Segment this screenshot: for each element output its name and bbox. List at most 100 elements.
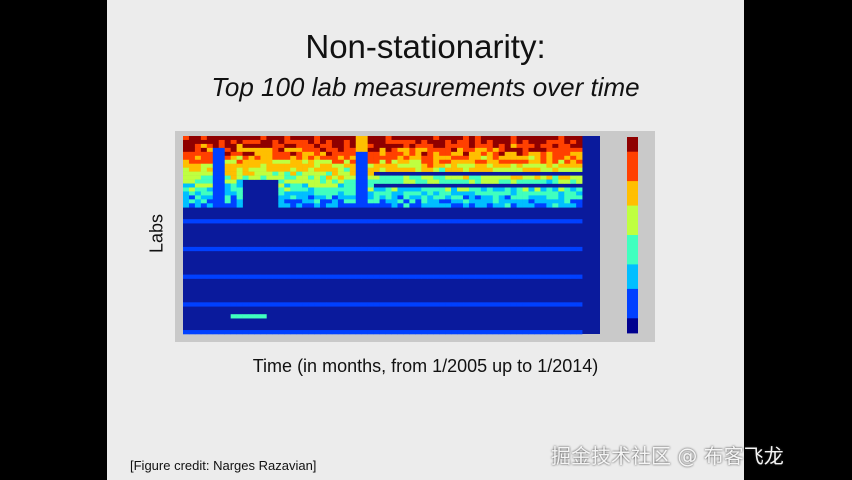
heatmap-cell xyxy=(278,191,285,196)
heatmap-cell xyxy=(361,183,368,188)
heatmap-cell xyxy=(183,171,190,176)
heatmap-cell xyxy=(230,175,237,180)
heatmap-cell xyxy=(218,167,225,172)
heatmap-cell xyxy=(355,219,363,224)
heatmap-cell xyxy=(433,175,440,180)
heatmap-cell xyxy=(325,330,333,335)
heatmap-cell xyxy=(558,195,565,200)
heatmap-cell xyxy=(468,219,476,224)
heatmap-cell xyxy=(188,302,196,307)
heatmap-cell xyxy=(212,143,220,149)
heatmap-cell xyxy=(510,195,517,200)
heatmap-cell xyxy=(212,219,220,224)
heatmap-cell xyxy=(457,136,464,141)
heatmap-cell xyxy=(302,187,309,192)
heatmap-cell xyxy=(576,199,583,204)
heatmap-cell xyxy=(445,246,452,252)
heatmap-cell xyxy=(415,199,422,204)
heatmap-cell xyxy=(349,187,357,192)
heatmap-cell xyxy=(462,246,470,252)
heatmap-cell xyxy=(200,139,208,145)
heatmap-cell xyxy=(308,159,315,165)
heatmap-cell xyxy=(439,187,446,192)
heatmap-cell xyxy=(218,175,225,180)
heatmap-cell xyxy=(510,274,517,279)
heatmap-cell xyxy=(212,195,220,200)
heatmap-cell xyxy=(242,171,249,176)
heatmap-cell xyxy=(570,136,577,141)
heatmap-cell xyxy=(498,143,505,149)
heatmap-cell xyxy=(379,302,386,307)
heatmap-cell xyxy=(397,199,404,204)
heatmap-cell xyxy=(403,136,410,141)
heatmap-cell xyxy=(308,246,315,252)
heatmap-cell xyxy=(540,175,547,180)
heatmap-cell xyxy=(421,330,428,335)
heatmap-cell xyxy=(403,199,410,204)
heatmap-cell xyxy=(296,139,303,145)
heatmap-cell xyxy=(540,187,547,192)
heatmap-cell xyxy=(260,143,267,149)
heatmap-cell xyxy=(224,175,231,180)
heatmap-cell xyxy=(486,175,494,180)
heatmap-cell xyxy=(290,219,297,224)
colorbar-segment xyxy=(627,254,638,260)
heatmap-cell xyxy=(260,155,267,161)
heatmap-cell xyxy=(546,199,553,204)
heatmap-cell xyxy=(391,143,398,149)
heatmap-cell xyxy=(468,191,476,196)
heatmap-cell xyxy=(343,179,351,184)
colorbar-segment xyxy=(627,137,638,143)
heatmap-cell xyxy=(206,246,214,252)
heatmap-cell xyxy=(552,143,559,149)
heatmap-cell xyxy=(457,195,464,200)
heatmap-cell xyxy=(349,274,357,279)
heatmap-cell xyxy=(290,330,297,335)
heatmap-cell xyxy=(397,195,404,200)
heatmap-cell xyxy=(320,183,327,188)
heatmap-cell xyxy=(183,246,190,252)
heatmap-cell xyxy=(433,302,440,307)
heatmap-cell xyxy=(224,143,231,149)
heatmap-cell xyxy=(576,167,583,172)
heatmap-cell xyxy=(558,163,565,168)
heatmap-cell xyxy=(206,163,214,168)
heatmap-cell xyxy=(570,139,577,145)
heatmap-cell xyxy=(308,143,315,149)
heatmap-cell xyxy=(296,179,303,184)
heatmap-cell xyxy=(433,199,440,204)
heatmap-cell xyxy=(504,147,511,153)
heatmap-cell xyxy=(528,330,535,335)
heatmap-cell xyxy=(403,175,410,180)
heatmap-cell xyxy=(552,191,559,196)
heatmap-cell xyxy=(522,159,529,165)
heatmap-cell xyxy=(367,171,374,176)
heatmap-cell xyxy=(236,246,243,252)
heatmap-cell xyxy=(290,143,297,149)
heatmap-cell xyxy=(367,159,374,165)
colorbar-segment xyxy=(627,318,638,324)
heatmap-cell xyxy=(254,330,261,335)
heatmap-cell xyxy=(296,274,303,279)
heatmap-cell xyxy=(391,175,398,180)
colorbar-segment xyxy=(627,249,638,255)
heatmap-cell xyxy=(409,246,416,252)
heatmap-cell xyxy=(468,203,476,208)
heatmap-cell xyxy=(290,203,297,208)
heatmap-cell xyxy=(343,219,351,224)
heatmap-cell xyxy=(546,246,553,252)
heatmap-cell xyxy=(492,167,500,172)
heatmap-cell xyxy=(331,195,339,200)
heatmap-cell xyxy=(302,147,309,153)
heatmap-cell xyxy=(510,143,517,149)
heatmap-cell xyxy=(248,246,255,252)
heatmap-cell xyxy=(427,147,434,153)
heatmap-cell xyxy=(474,302,482,307)
heatmap-cell xyxy=(188,167,196,172)
heatmap-cell xyxy=(373,159,380,165)
heatmap-cell xyxy=(391,163,398,168)
heatmap-cell xyxy=(230,159,237,165)
heatmap-cell xyxy=(302,136,309,141)
heatmap-cell xyxy=(421,219,428,224)
heatmap-cell xyxy=(439,163,446,168)
